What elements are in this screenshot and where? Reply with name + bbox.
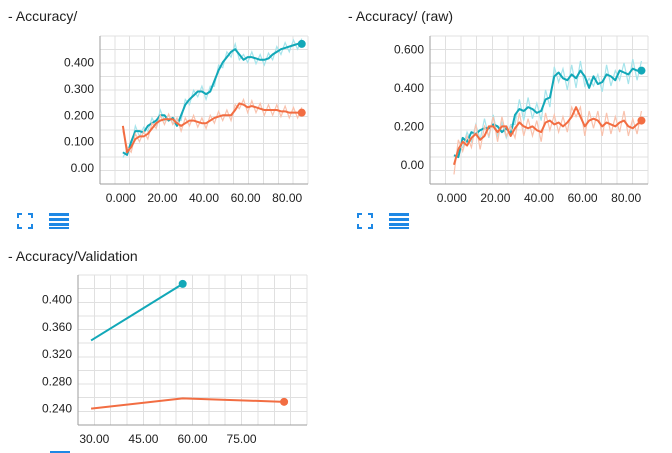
accuracy-raw-series-teal-end-point xyxy=(637,66,646,75)
accuracy-validation-series-teal-end-point xyxy=(178,279,187,288)
accuracy-validation-series-orange-line xyxy=(90,397,285,410)
list-icon xyxy=(389,213,409,229)
accuracy-series-orange-end-point xyxy=(297,108,306,117)
accuracy-raw-y-tick-label: 0.200 xyxy=(394,119,424,133)
fullscreen-button-accuracy-raw[interactable] xyxy=(356,212,378,230)
fullscreen-button-accuracy[interactable] xyxy=(16,212,38,230)
accuracy-x-tick-label: 80.00 xyxy=(272,191,302,205)
accuracy-raw-x-tick-label: 20.00 xyxy=(480,191,510,205)
chart-title-accuracy-raw: - Accuracy/ (raw) xyxy=(348,8,454,24)
chart-title-accuracy-validation: - Accuracy/Validation xyxy=(8,248,138,264)
accuracy-raw-x-tick-label: 40.00 xyxy=(524,191,554,205)
accuracy-validation-y-tick-label: 0.400 xyxy=(42,293,72,307)
accuracy-validation-series-orange-end-point xyxy=(280,397,289,406)
accuracy-raw-x-tick-label: 80.00 xyxy=(611,191,641,205)
chart-title-accuracy: - Accuracy/ xyxy=(8,8,78,24)
accuracy-x-tick-label: 60.00 xyxy=(231,191,261,205)
accuracy-series-teal-line xyxy=(122,42,302,156)
accuracy-validation-x-tick-label: 75.00 xyxy=(227,432,257,446)
accuracy-y-tick-label: 0.00 xyxy=(71,161,95,175)
accuracy-validation-y-tick-label: 0.280 xyxy=(42,374,72,388)
accuracy-raw-series-teal-raw-line xyxy=(453,58,643,165)
accuracy-validation-x-tick-label: 60.00 xyxy=(177,432,207,446)
accuracy-raw-y-tick-label: 0.600 xyxy=(394,42,424,56)
accuracy-x-tick-label: 20.00 xyxy=(147,191,177,205)
accuracy-raw-y-tick-label: 0.400 xyxy=(394,81,424,95)
fullscreen-icon xyxy=(17,213,33,229)
accuracy-x-tick-label: 40.00 xyxy=(189,191,219,205)
accuracy-raw-y-tick-label: 0.00 xyxy=(401,158,425,172)
accuracy-raw-x-tick-label: 0.000 xyxy=(437,191,467,205)
data-download-button-accuracy-raw[interactable] xyxy=(388,212,410,230)
data-download-button-accuracy[interactable] xyxy=(48,212,70,230)
accuracy-validation-x-tick-label: 30.00 xyxy=(79,432,109,446)
accuracy-validation-y-tick-label: 0.320 xyxy=(42,347,72,361)
list-icon xyxy=(49,213,69,229)
accuracy-series-teal-raw-line xyxy=(122,38,303,158)
fullscreen-icon xyxy=(357,213,373,229)
accuracy-series-teal-end-point xyxy=(297,39,306,48)
accuracy-validation-series-teal-line xyxy=(90,283,184,342)
accuracy-y-tick-label: 0.400 xyxy=(64,55,94,69)
accuracy-validation-x-tick-label: 45.00 xyxy=(128,432,158,446)
accuracy-y-tick-label: 0.200 xyxy=(64,108,94,122)
accuracy-validation-y-tick-label: 0.240 xyxy=(42,402,72,416)
accuracy-raw-series-orange-line xyxy=(453,106,643,166)
accuracy-y-tick-label: 0.300 xyxy=(64,82,94,96)
accuracy-y-tick-label: 0.100 xyxy=(64,135,94,149)
accuracy-raw-series-orange-end-point xyxy=(637,116,646,125)
accuracy-raw-x-tick-label: 60.00 xyxy=(568,191,598,205)
data-download-button-accuracy-validation[interactable] xyxy=(50,451,70,453)
accuracy-series-orange-line xyxy=(121,102,302,154)
accuracy-x-tick-label: 0.000 xyxy=(106,191,136,205)
accuracy-validation-y-tick-label: 0.360 xyxy=(42,320,72,334)
